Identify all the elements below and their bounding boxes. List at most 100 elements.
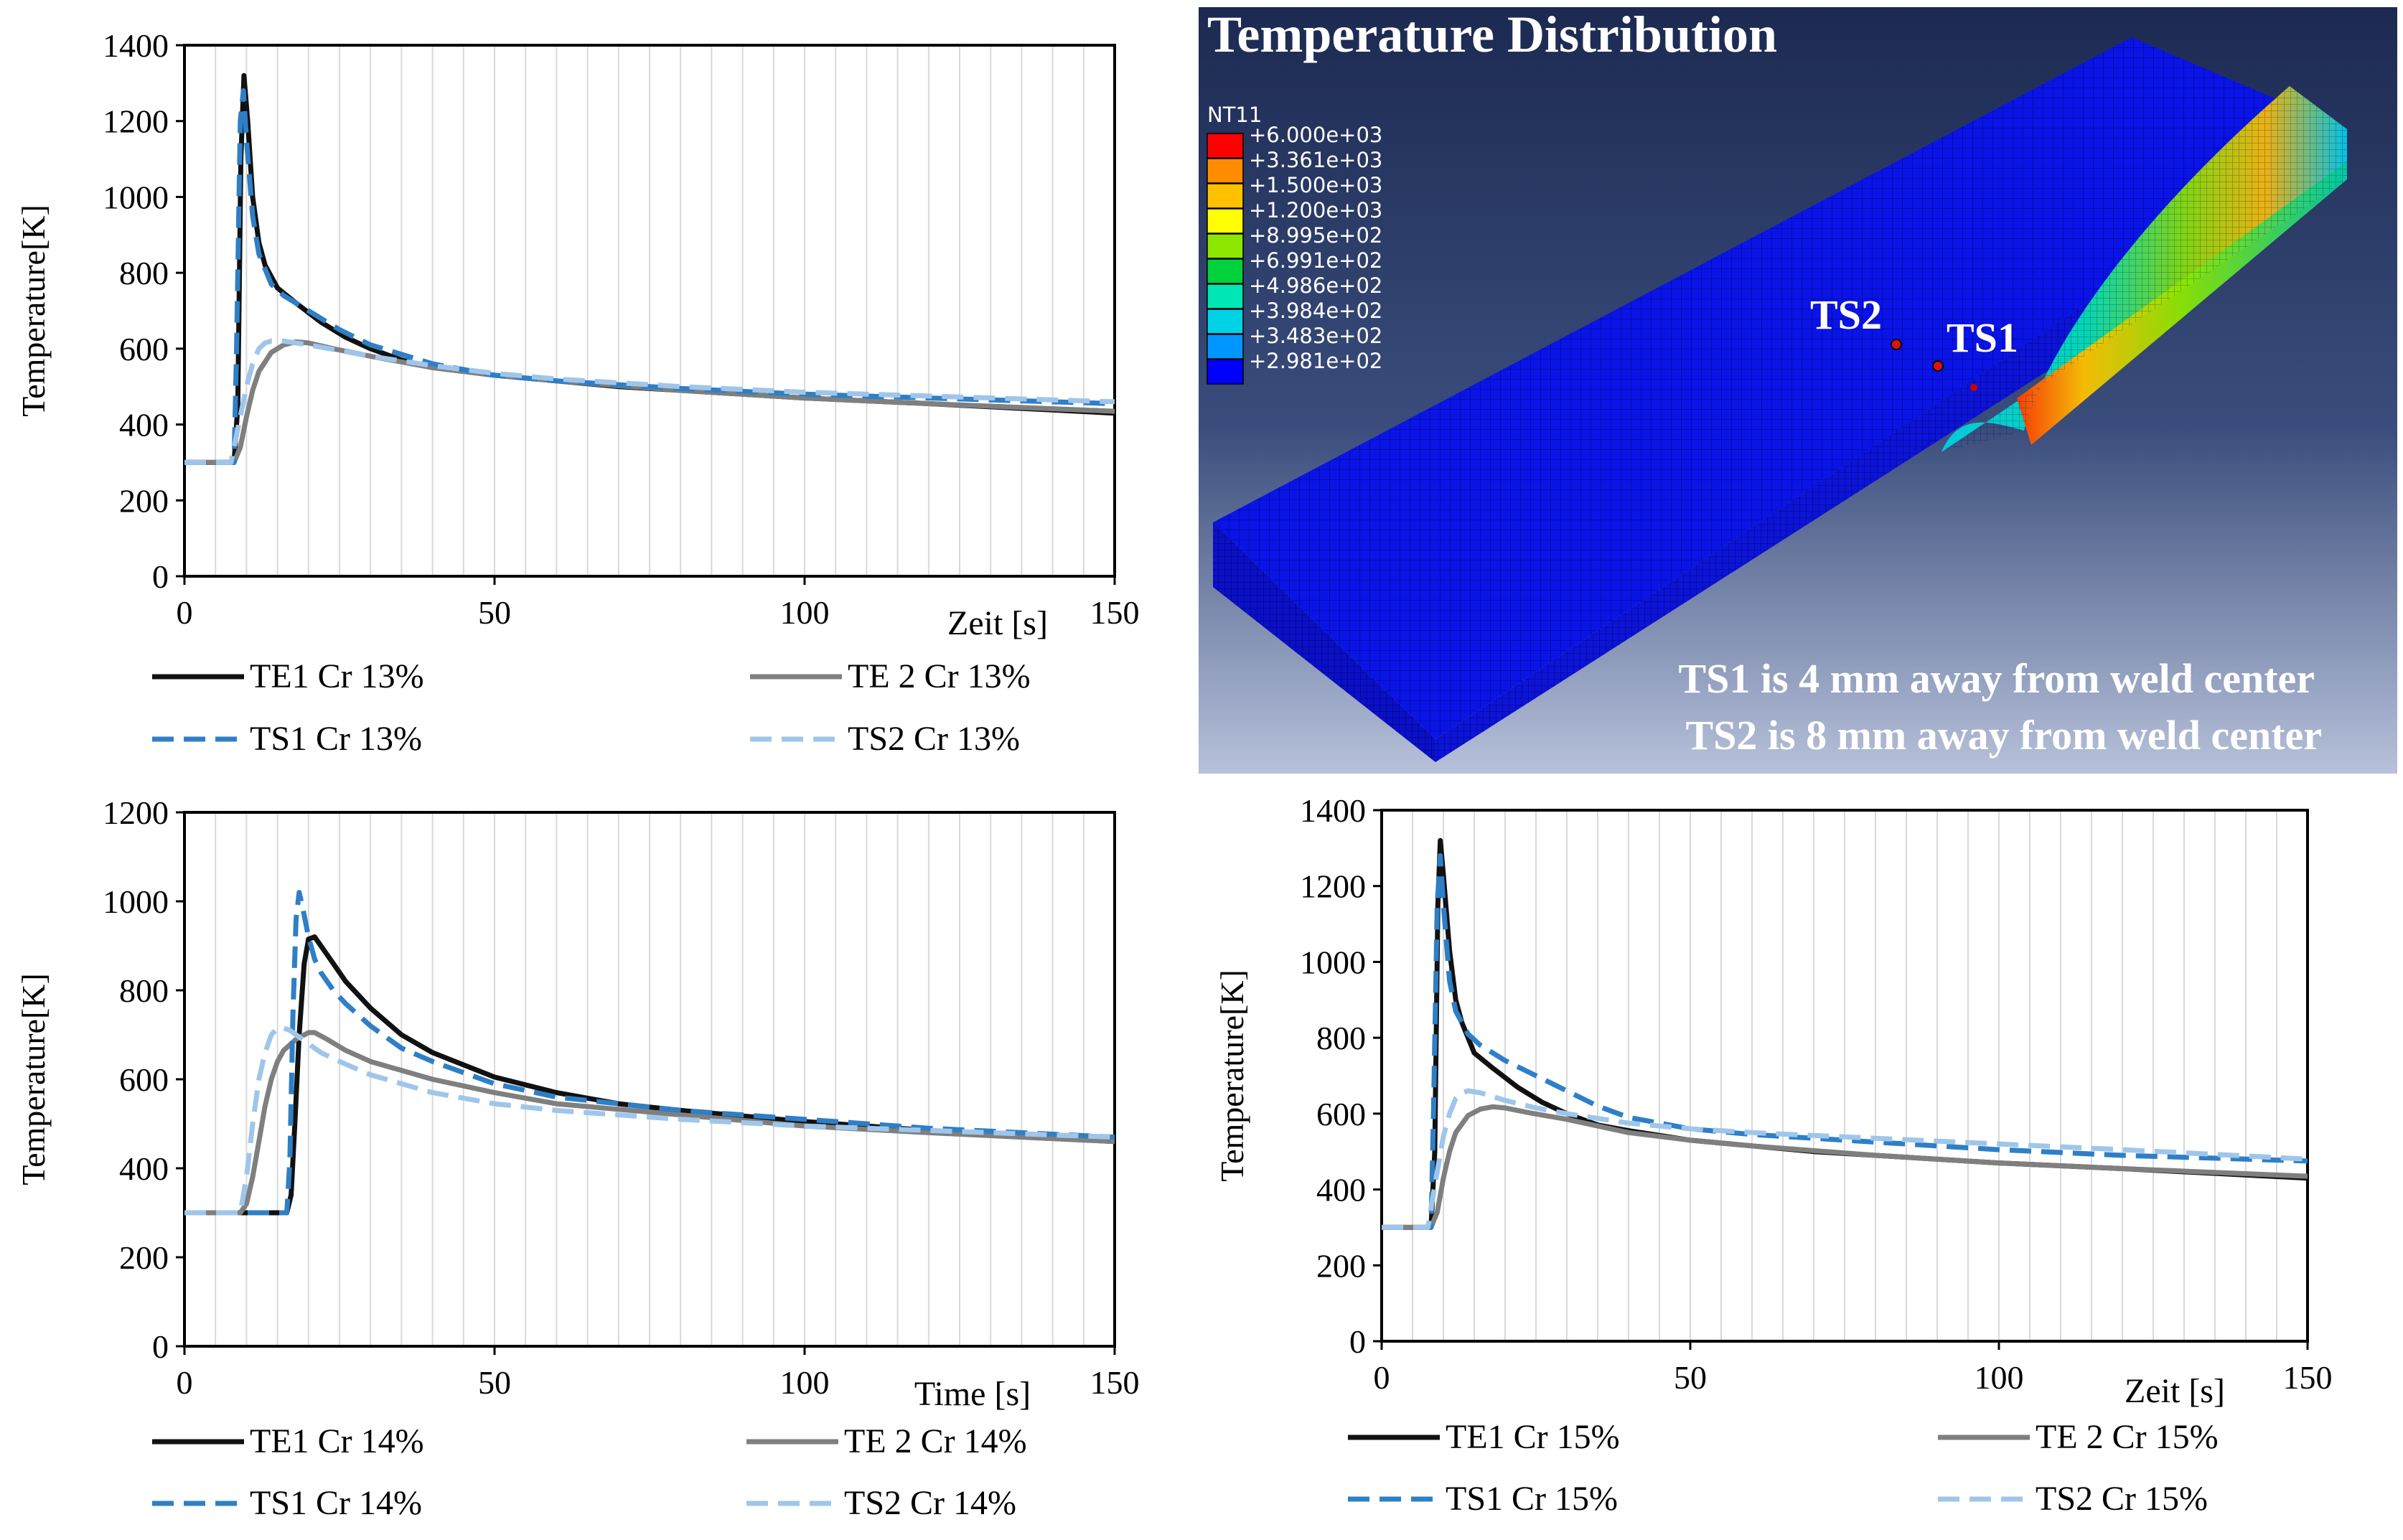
y-tick-label: 1000 [1300,944,1366,980]
fe-legend-value: +6.000e+03 [1249,123,1382,147]
x-tick-label: 50 [478,594,511,631]
heat-source-marker [1970,384,1977,391]
fe-legend-title: NT11 [1207,103,1262,127]
chart-cr15: 0 200 400 600 800 1000 1200 1400 0 50 100 150 Tempe… [1214,792,2333,1518]
y-tick-label: 800 [119,255,169,291]
y-axis-label: Temperature[K] [1214,969,1250,1182]
fe-plate [1213,37,2347,762]
fe-legend-value: +3.361e+03 [1249,148,1382,172]
y-tick-label: 200 [1316,1247,1366,1284]
fe-legend-value: +6.991e+02 [1249,248,1382,273]
series-line-ts1 [184,890,1115,1216]
legend-cr15: TE1 Cr 15% TE 2 Cr 15% TS1 Cr 15% TS2 Cr… [1348,1418,2219,1518]
fe-legend-value: +3.984e+02 [1249,299,1382,323]
note-ts1: TS1 is 4 mm away from weld center [1678,655,2315,702]
plot-area-cr13: 0 200 400 600 800 1000 1200 1400 0 50 100 150 [103,27,1140,631]
plot-area-cr14: 0 200 400 600 800 1000 1200 0 50 100 150 [103,794,1140,1401]
fe-legend-swatch [1207,334,1244,360]
fe-legend-swatch [1207,309,1244,334]
fe-legend-swatch [1207,158,1244,184]
y-tick-label: 1200 [1300,868,1366,905]
x-tick-label: 0 [177,1364,193,1401]
legend-label-te2: TE 2 Cr 13% [848,657,1031,695]
y-tick-label: 600 [119,1061,169,1098]
fe-legend-value: +4.986e+02 [1249,273,1382,298]
y-axis-label: Temperature[K] [15,205,52,417]
y-tick-label: 1200 [103,103,169,140]
x-axis-label: Zeit [s] [2125,1372,2225,1410]
chart-cr13: 0 200 400 600 800 1000 1200 1400 0 50 100 150 Tempe… [15,27,1140,758]
y-tick-label: 1400 [1300,792,1366,829]
y-tick-label: 200 [119,1239,169,1276]
y-tick-label: 400 [119,407,169,443]
legend-label-te1: TE1 Cr 14% [250,1422,424,1460]
y-tick-label: 600 [1316,1096,1366,1132]
plot-frame [183,44,1116,578]
fe-legend-swatch [1207,258,1244,284]
fe-legend-value: +1.500e+03 [1249,173,1382,197]
fe-title: Temperature Distribution [1207,7,1777,63]
x-tick-label: 50 [1674,1359,1707,1396]
legend-label-ts1: TS1 Cr 14% [250,1484,422,1522]
fe-legend-swatch [1207,183,1244,209]
fe-legend-value: +1.200e+03 [1249,198,1382,222]
fe-legend-swatch [1207,133,1244,159]
x-tick-label: 0 [1374,1359,1390,1396]
fe-color-legend: NT11 +6.000e+03+3.361e+03+1.500e+03+1.20… [1207,103,1382,385]
x-axis-label: Time [s] [914,1375,1031,1413]
legend-label-te2: TE 2 Cr 14% [844,1422,1027,1460]
y-tick-label: 600 [119,331,169,367]
y-tick-label: 200 [119,482,169,519]
x-tick-label: 100 [780,1364,830,1401]
y-tick-label: 1400 [103,27,169,64]
legend-label-te2: TE 2 Cr 15% [2036,1418,2219,1456]
fe-legend-swatch [1207,208,1244,234]
series-line-te2 [1382,1104,2308,1230]
y-tick-label: 0 [1349,1323,1366,1360]
fe-legend-swatch [1207,283,1244,309]
y-tick-label: 400 [119,1150,169,1187]
y-tick-label: 800 [119,972,169,1009]
series-line-te2 [184,1030,1115,1216]
series-line-ts2 [184,338,1115,465]
ts2-label: TS2 [1810,291,1882,338]
legend-label-ts2: TS2 Cr 14% [844,1484,1016,1522]
x-tick-label: 150 [1090,594,1140,631]
fe-legend-value: +2.981e+02 [1249,349,1382,373]
fe-legend-value: +3.483e+02 [1249,324,1382,348]
plot-frame [1380,809,2309,1343]
legend-label-ts2: TS2 Cr 13% [848,720,1020,758]
legend-label-te1: TE1 Cr 13% [250,657,424,695]
fe-legend-swatch [1207,359,1244,385]
note-ts2: TS2 is 8 mm away from weld center [1685,712,2322,759]
x-tick-label: 100 [780,594,830,631]
ts2-marker [1891,339,1902,350]
ts1-label: TS1 [1947,314,2018,361]
y-tick-label: 1200 [103,794,169,831]
legend-label-ts2: TS2 Cr 15% [2036,1480,2208,1518]
legend-cr13: TE1 Cr 13% TE 2 Cr 13% TS1 Cr 13% TS2 Cr… [152,657,1031,758]
x-tick-label: 150 [1090,1364,1140,1401]
fe-legend-value: +8.995e+02 [1249,223,1382,248]
series-line-ts1 [1382,853,2308,1230]
plot-area-cr15: 0 200 400 600 800 1000 1200 1400 0 50 100 150 [1300,792,2333,1396]
x-tick-label: 0 [177,594,193,631]
y-tick-label: 400 [1316,1172,1366,1208]
y-tick-label: 800 [1316,1020,1366,1056]
y-axis-label: Temperature[K] [15,973,52,1185]
x-axis-label: Zeit [s] [947,604,1048,642]
ts1-marker [1932,360,1944,372]
fe-model-panel: Temperature Distribution NT11 +6.000e+03… [1199,7,2397,774]
y-tick-label: 0 [152,1328,169,1365]
legend-cr14: TE1 Cr 14% TE 2 Cr 14% TS1 Cr 14% TS2 Cr… [152,1422,1027,1522]
legend-label-ts1: TS1 Cr 15% [1446,1480,1618,1518]
x-tick-label: 150 [2283,1359,2333,1396]
fe-legend-swatch [1207,233,1244,259]
legend-label-ts1: TS1 Cr 13% [250,720,422,758]
chart-cr14: 0 200 400 600 800 1000 1200 0 50 100 150 Temperatu… [15,794,1140,1522]
series-line-ts2 [184,1025,1115,1216]
series-line-ts2 [1382,1088,2308,1230]
x-tick-label: 100 [1975,1359,2024,1396]
x-tick-label: 50 [478,1364,511,1401]
y-tick-label: 1000 [103,179,169,215]
